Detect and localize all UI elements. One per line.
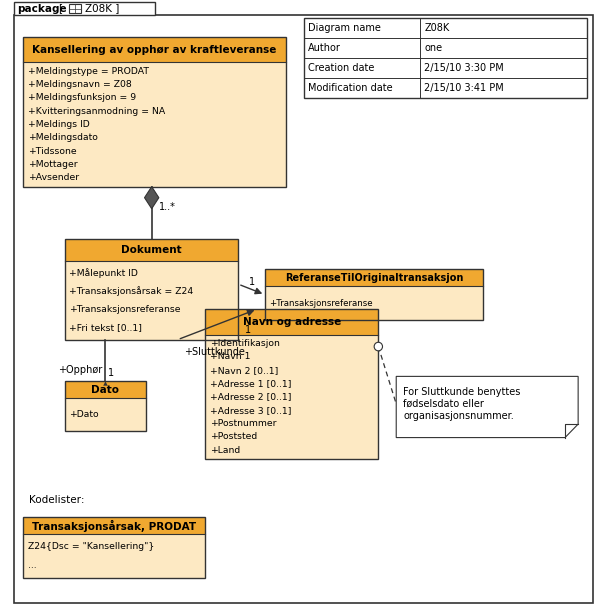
Text: +Meldings ID: +Meldings ID: [28, 120, 89, 129]
Text: 2/15/10 3:41 PM: 2/15/10 3:41 PM: [424, 83, 504, 93]
Text: 1..*: 1..*: [159, 201, 176, 212]
Text: +Transaksjonsreferanse: +Transaksjonsreferanse: [69, 305, 181, 314]
Text: +Dato: +Dato: [69, 411, 99, 419]
Bar: [205, 309, 378, 459]
Text: Dokument: Dokument: [122, 245, 182, 255]
Text: +Meldingsfunksjon = 9: +Meldingsfunksjon = 9: [28, 93, 135, 102]
Polygon shape: [144, 187, 159, 209]
Bar: [65, 381, 146, 398]
Text: +Meldingsnavn = Z08: +Meldingsnavn = Z08: [28, 80, 131, 89]
Text: 1: 1: [108, 368, 114, 378]
Bar: [69, 4, 81, 13]
Text: +Adresse 2 [0..1]: +Adresse 2 [0..1]: [209, 392, 291, 401]
Text: ...: ...: [28, 561, 36, 570]
Bar: [265, 286, 483, 320]
Text: +Kvitteringsanmodning = NA: +Kvitteringsanmodning = NA: [28, 106, 165, 116]
Text: +Meldingstype = PRODAT: +Meldingstype = PRODAT: [28, 67, 149, 76]
Text: Modification date: Modification date: [308, 83, 393, 93]
Bar: [65, 261, 238, 340]
Text: Z24{Dsc = "Kansellering"}: Z24{Dsc = "Kansellering"}: [28, 542, 154, 551]
Text: Transaksjonsårsak, PRODAT: Transaksjonsårsak, PRODAT: [33, 520, 196, 532]
Bar: [65, 398, 146, 431]
Text: +Meldingsdato: +Meldingsdato: [28, 133, 98, 143]
Text: +Poststed: +Poststed: [209, 433, 257, 441]
Text: +Fri tekst [0..1]: +Fri tekst [0..1]: [69, 323, 142, 332]
Text: package: package: [17, 4, 67, 13]
Text: For Sluttkunde benyttes
fødselsdato eller
organisasjonsnummer.: For Sluttkunde benyttes fødselsdato elle…: [403, 387, 521, 420]
Bar: [23, 517, 205, 578]
Text: Z08K ]: Z08K ]: [85, 4, 119, 13]
Text: Diagram name: Diagram name: [308, 23, 381, 33]
Text: one: one: [424, 43, 442, 53]
Polygon shape: [396, 376, 578, 438]
Text: +Postnummer: +Postnummer: [209, 419, 276, 428]
Text: Kansellering av opphør av kraftleveranse: Kansellering av opphør av kraftleveranse: [33, 45, 277, 54]
Text: +Navn 1: +Navn 1: [209, 353, 250, 361]
Text: +Tidssone: +Tidssone: [28, 147, 76, 156]
Bar: [65, 239, 238, 340]
Text: +Transaksjonsårsak = Z24: +Transaksjonsårsak = Z24: [69, 286, 194, 296]
Text: +Identifikasjon: +Identifikasjon: [209, 339, 279, 348]
Text: +Målepunkt ID: +Målepunkt ID: [69, 268, 138, 278]
Text: Z08K: Z08K: [424, 23, 450, 33]
Text: Dato: Dato: [92, 385, 119, 395]
Text: [: [: [59, 4, 67, 13]
Bar: [23, 62, 286, 187]
Text: 2/15/10 3:30 PM: 2/15/10 3:30 PM: [424, 63, 504, 73]
Bar: [23, 517, 205, 534]
Bar: [304, 18, 587, 98]
Text: 1: 1: [249, 277, 255, 288]
Text: +Adresse 1 [0..1]: +Adresse 1 [0..1]: [209, 379, 291, 388]
Bar: [205, 335, 378, 459]
Bar: [65, 381, 146, 431]
Text: +Opphør: +Opphør: [58, 365, 102, 375]
Text: ReferanseTilOriginaltransaksjon: ReferanseTilOriginaltransaksjon: [285, 273, 463, 283]
Text: +Transaksjonsreferanse: +Transaksjonsreferanse: [269, 299, 373, 308]
Circle shape: [374, 342, 382, 351]
Text: Kodelister:: Kodelister:: [29, 495, 85, 505]
Bar: [265, 269, 483, 286]
Bar: [23, 37, 286, 62]
Bar: [265, 269, 483, 320]
Text: +Land: +Land: [209, 446, 240, 455]
Text: +Navn 2 [0..1]: +Navn 2 [0..1]: [209, 365, 278, 375]
Text: Author: Author: [308, 43, 341, 53]
Bar: [23, 534, 205, 578]
Text: 1: 1: [245, 326, 251, 335]
Text: +Mottager: +Mottager: [28, 160, 77, 169]
Bar: [23, 37, 286, 187]
Bar: [205, 309, 378, 335]
Text: Navn og adresse: Navn og adresse: [243, 317, 341, 327]
Text: Creation date: Creation date: [308, 63, 374, 73]
Text: +Sluttkunde: +Sluttkunde: [184, 347, 244, 357]
Bar: [14, 2, 155, 15]
Text: +Avsender: +Avsender: [28, 173, 79, 182]
Text: +Adresse 3 [0..1]: +Adresse 3 [0..1]: [209, 406, 291, 415]
Bar: [65, 239, 238, 261]
